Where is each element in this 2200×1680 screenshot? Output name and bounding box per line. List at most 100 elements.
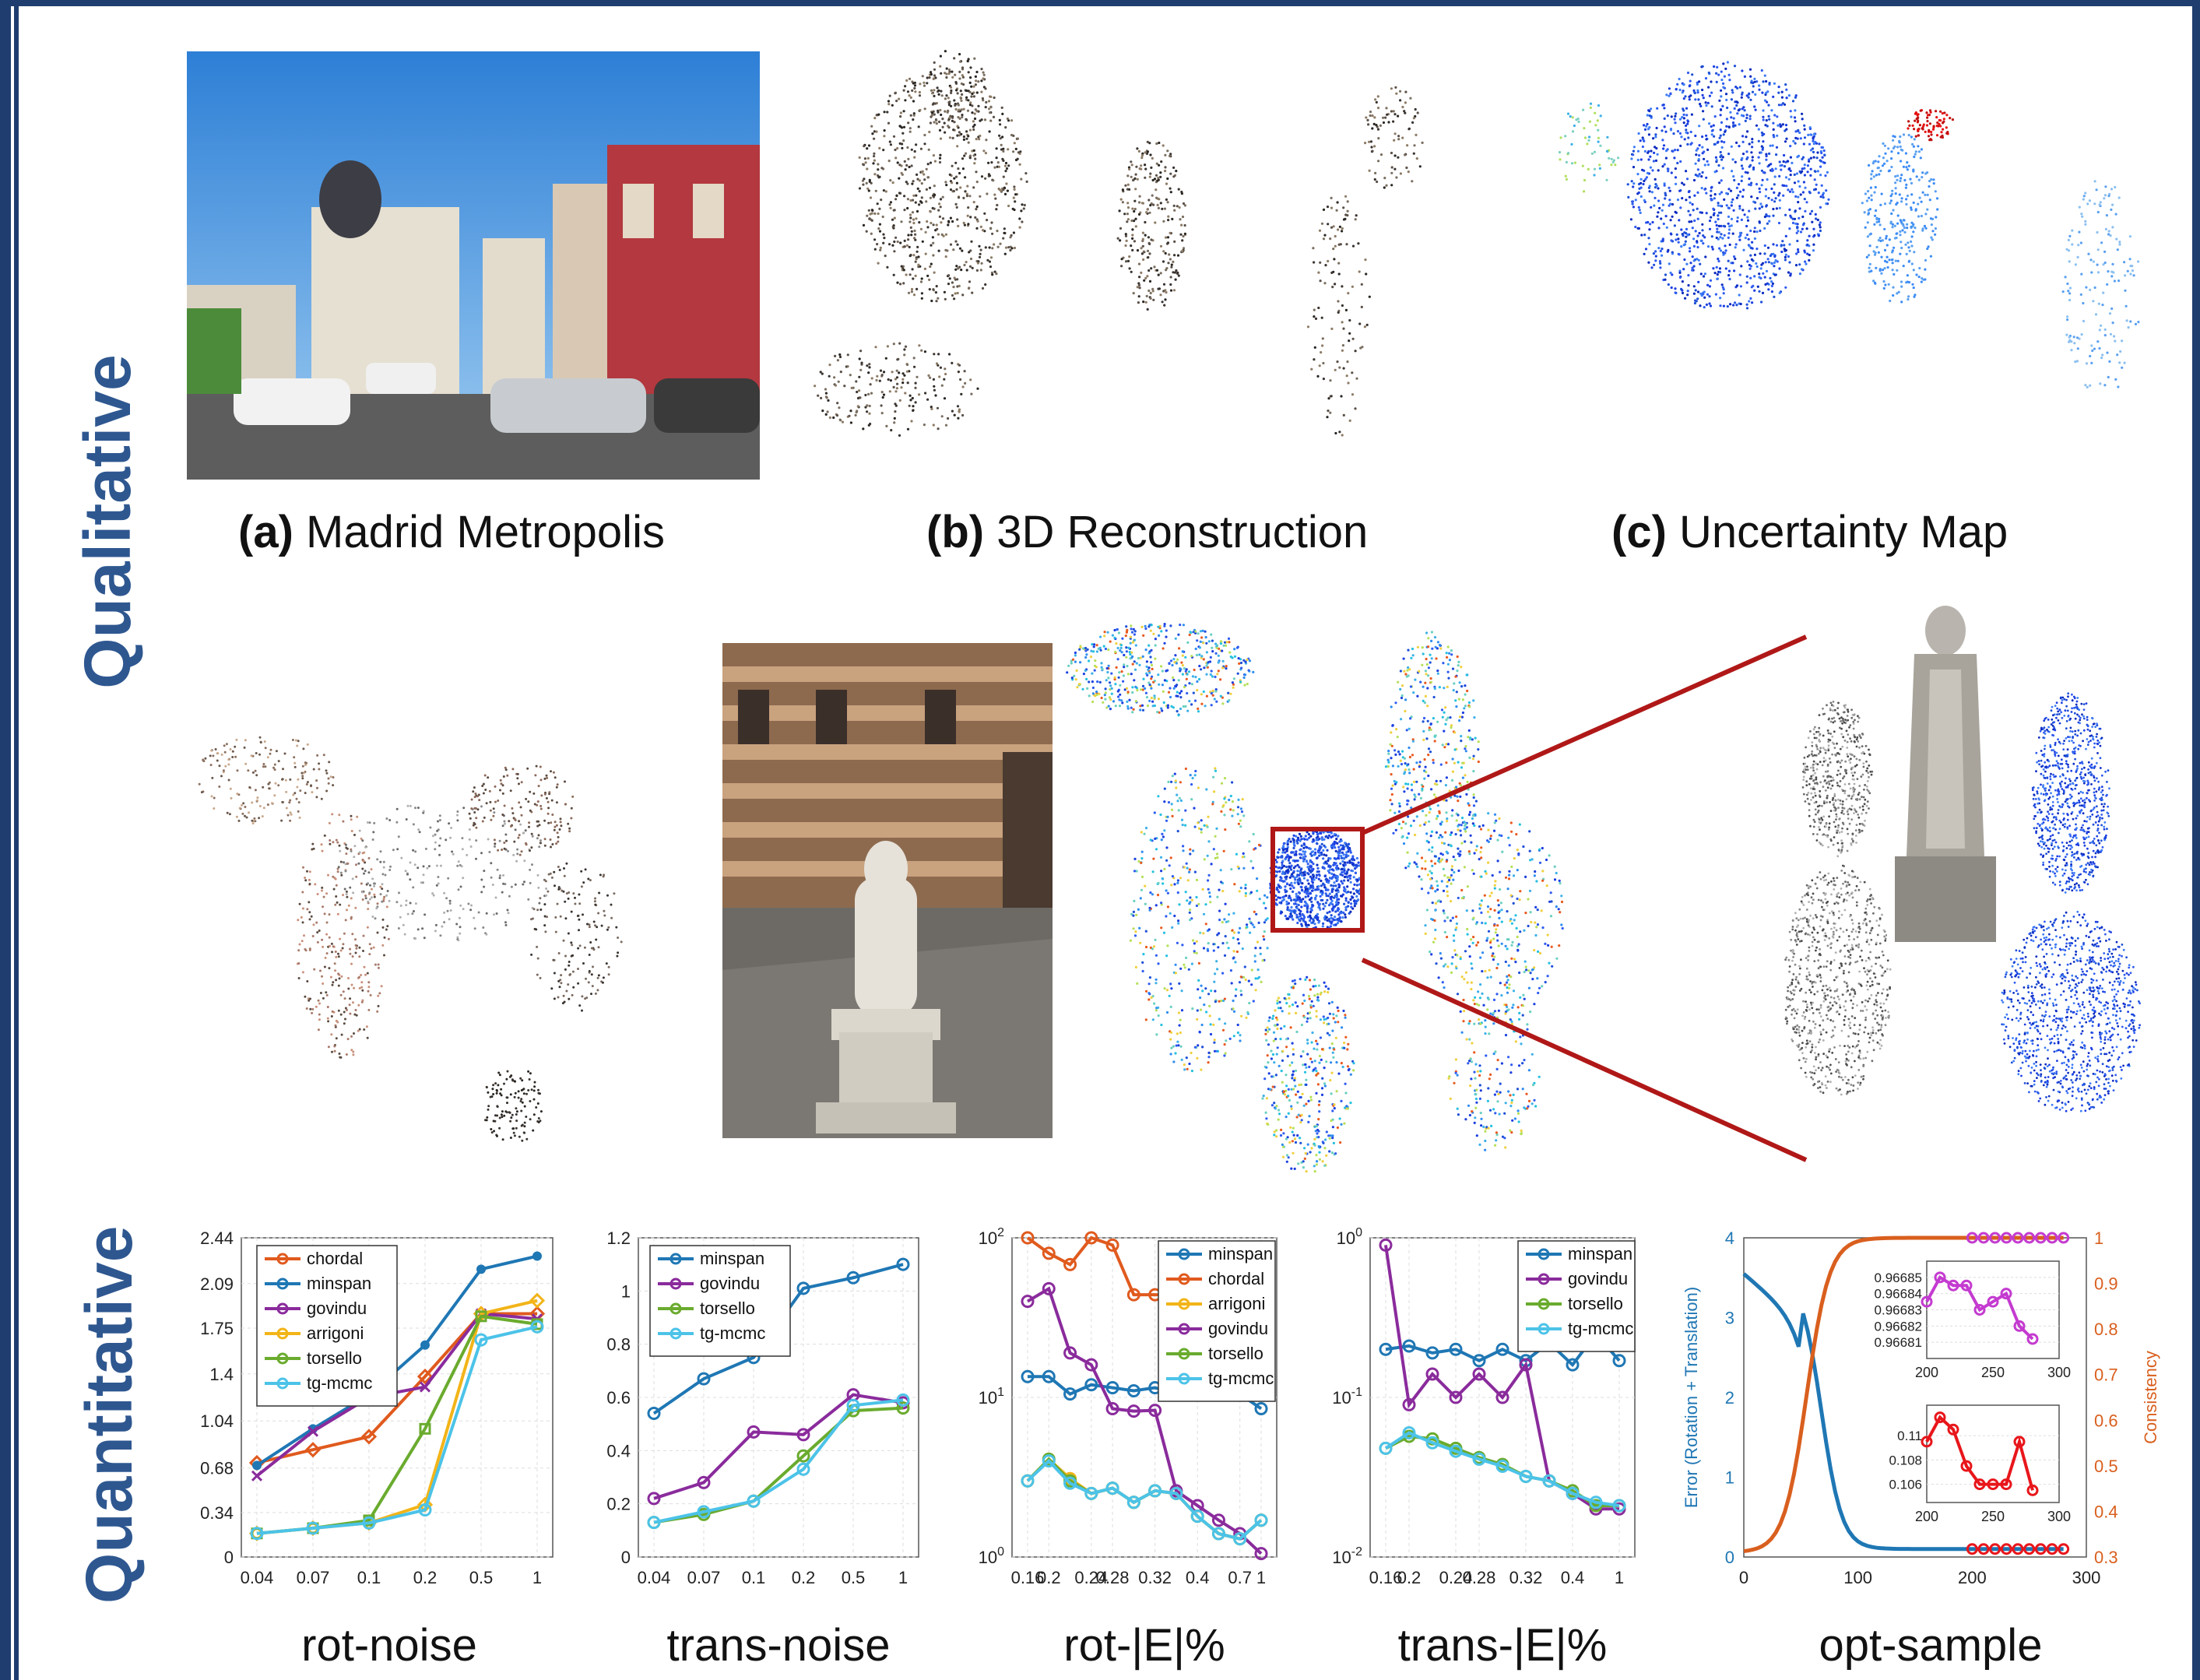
point [1351,371,1354,374]
point [1925,124,1929,127]
point [963,370,966,373]
point [414,850,417,853]
point [901,381,905,385]
point [1772,252,1775,255]
caption-c-letter: (c) [1611,507,1667,557]
point [990,161,993,164]
point [1814,170,1817,173]
point [1687,283,1690,287]
point [616,954,619,958]
point [357,1003,360,1007]
point [489,809,492,812]
point [1740,164,1744,167]
point [1195,653,1198,657]
point [596,926,599,929]
point [1157,273,1160,276]
point [1785,137,1788,140]
point [941,217,945,220]
point [328,936,331,939]
point [1412,117,1415,120]
point [378,992,381,995]
point [2084,220,2087,223]
point [372,882,375,885]
point [1794,195,1798,198]
point [1647,261,1650,264]
point [923,173,926,176]
point [379,850,382,853]
point [961,115,964,119]
point [1778,192,1781,195]
point [968,154,972,157]
point [438,853,441,856]
point [1691,255,1694,258]
point [904,168,907,171]
point [1394,86,1397,89]
point [311,935,315,937]
point [1182,247,1186,250]
point [1702,110,1705,113]
point [518,801,521,804]
point [332,887,336,891]
point [289,799,292,802]
point [1134,685,1137,688]
point [944,72,947,75]
point [1639,181,1643,185]
point [277,760,280,763]
point [567,983,570,986]
point [1668,87,1671,90]
point [1722,253,1725,256]
point [1896,222,1900,225]
point [956,92,959,95]
point [275,750,278,753]
point [1783,248,1786,251]
point [877,176,880,179]
point [1599,144,1602,147]
point [903,348,906,351]
point [1741,209,1745,212]
point [1385,107,1388,110]
point [319,969,322,972]
point [236,793,239,796]
point [522,831,525,835]
point [504,921,507,924]
point [900,126,904,129]
point [1880,272,1883,275]
point [2084,223,2087,226]
point [1812,139,1815,142]
point [1891,269,1894,272]
point [1896,178,1899,181]
point [1808,258,1811,262]
point [905,370,909,373]
point [1740,218,1743,221]
point [945,184,948,187]
point [582,881,585,884]
point [1819,206,1822,209]
point [371,838,374,841]
point [1772,207,1775,211]
point [1221,702,1225,705]
point [435,864,438,867]
point [1676,149,1679,152]
point [951,119,954,122]
point [933,160,937,163]
point [1630,157,1633,160]
point [1569,115,1572,118]
point [273,768,276,771]
point [1759,151,1762,154]
point [1003,227,1006,230]
point [1760,69,1763,72]
point [1672,132,1675,135]
point [297,778,300,781]
point [1248,659,1252,663]
point [873,152,876,155]
point [553,870,556,873]
point [1689,250,1692,253]
point [1165,635,1168,638]
point [376,858,379,861]
point [912,114,915,117]
point [554,930,557,933]
point [979,252,982,255]
point [1705,192,1708,195]
point [1827,198,1830,201]
point [1794,209,1797,213]
